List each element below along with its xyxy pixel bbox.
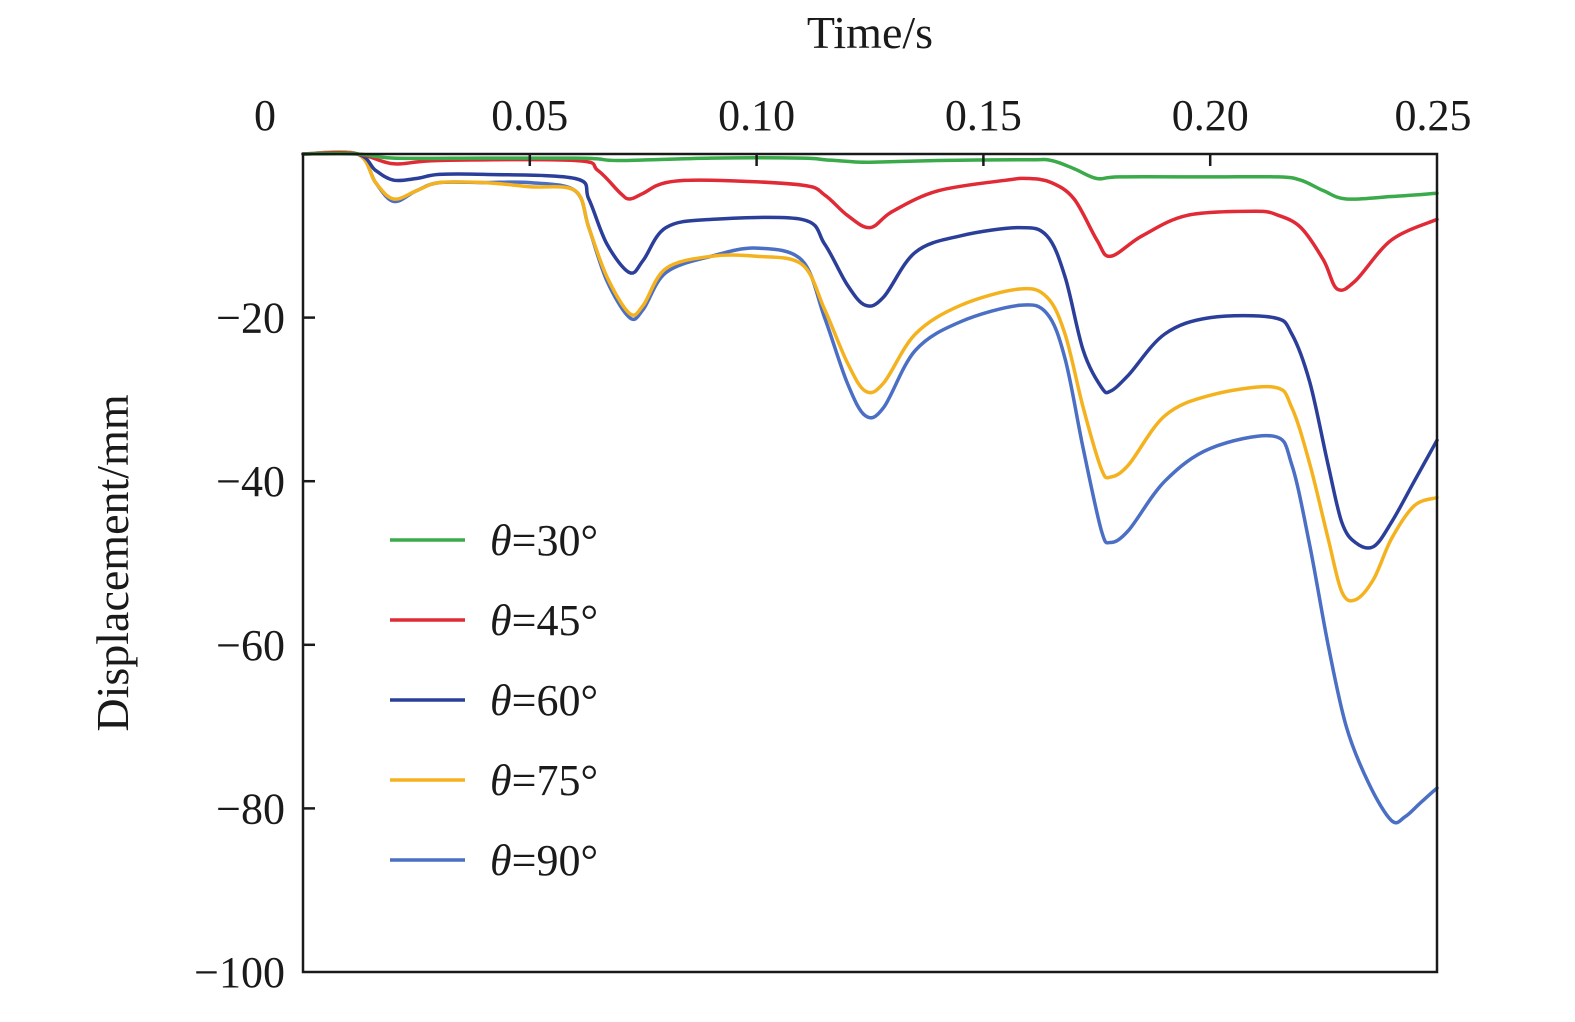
series-line-2 — [301, 151, 1439, 293]
series-line-3 — [301, 151, 1439, 550]
plot-frame — [301, 152, 1439, 974]
x-tick-label: 0.15 — [945, 91, 1022, 140]
y-tick-label: −60 — [216, 621, 285, 670]
x-tick-label: 0.20 — [1172, 91, 1249, 140]
legend-entry-label: θ=45° — [490, 596, 598, 645]
series-line-1 — [301, 151, 1439, 201]
y-axis-ticks: −20 −40 −60 −80 −100 — [194, 294, 315, 997]
series-layer — [301, 150, 1439, 825]
x-tick-label: 0.05 — [491, 91, 568, 140]
legend-entry-label: θ=30° — [490, 516, 598, 565]
x-tick-label: 0.10 — [718, 91, 795, 140]
y-tick-label: −20 — [216, 294, 285, 343]
legend-entry-label: θ=75° — [490, 756, 598, 805]
y-tick-label: −80 — [216, 784, 285, 833]
legend-entry-label: θ=60° — [490, 676, 598, 725]
y-tick-label: −40 — [216, 457, 285, 506]
y-tick-label: −100 — [194, 948, 285, 997]
x-tick-label: 0.25 — [1395, 91, 1472, 140]
x-axis-title: Time/s — [807, 7, 933, 58]
legend: θ=30° θ=45° θ=60° θ=75° θ=90° — [390, 516, 598, 885]
x-tick-label: 0 — [254, 91, 276, 140]
y-axis-title: Displacement/mm — [87, 394, 138, 731]
series-line-5 — [301, 150, 1439, 825]
series-line-4 — [301, 150, 1439, 603]
x-axis-ticks: 0 0.05 0.10 0.15 0.20 0.25 — [254, 91, 1472, 166]
legend-entry-label: θ=90° — [490, 836, 598, 885]
